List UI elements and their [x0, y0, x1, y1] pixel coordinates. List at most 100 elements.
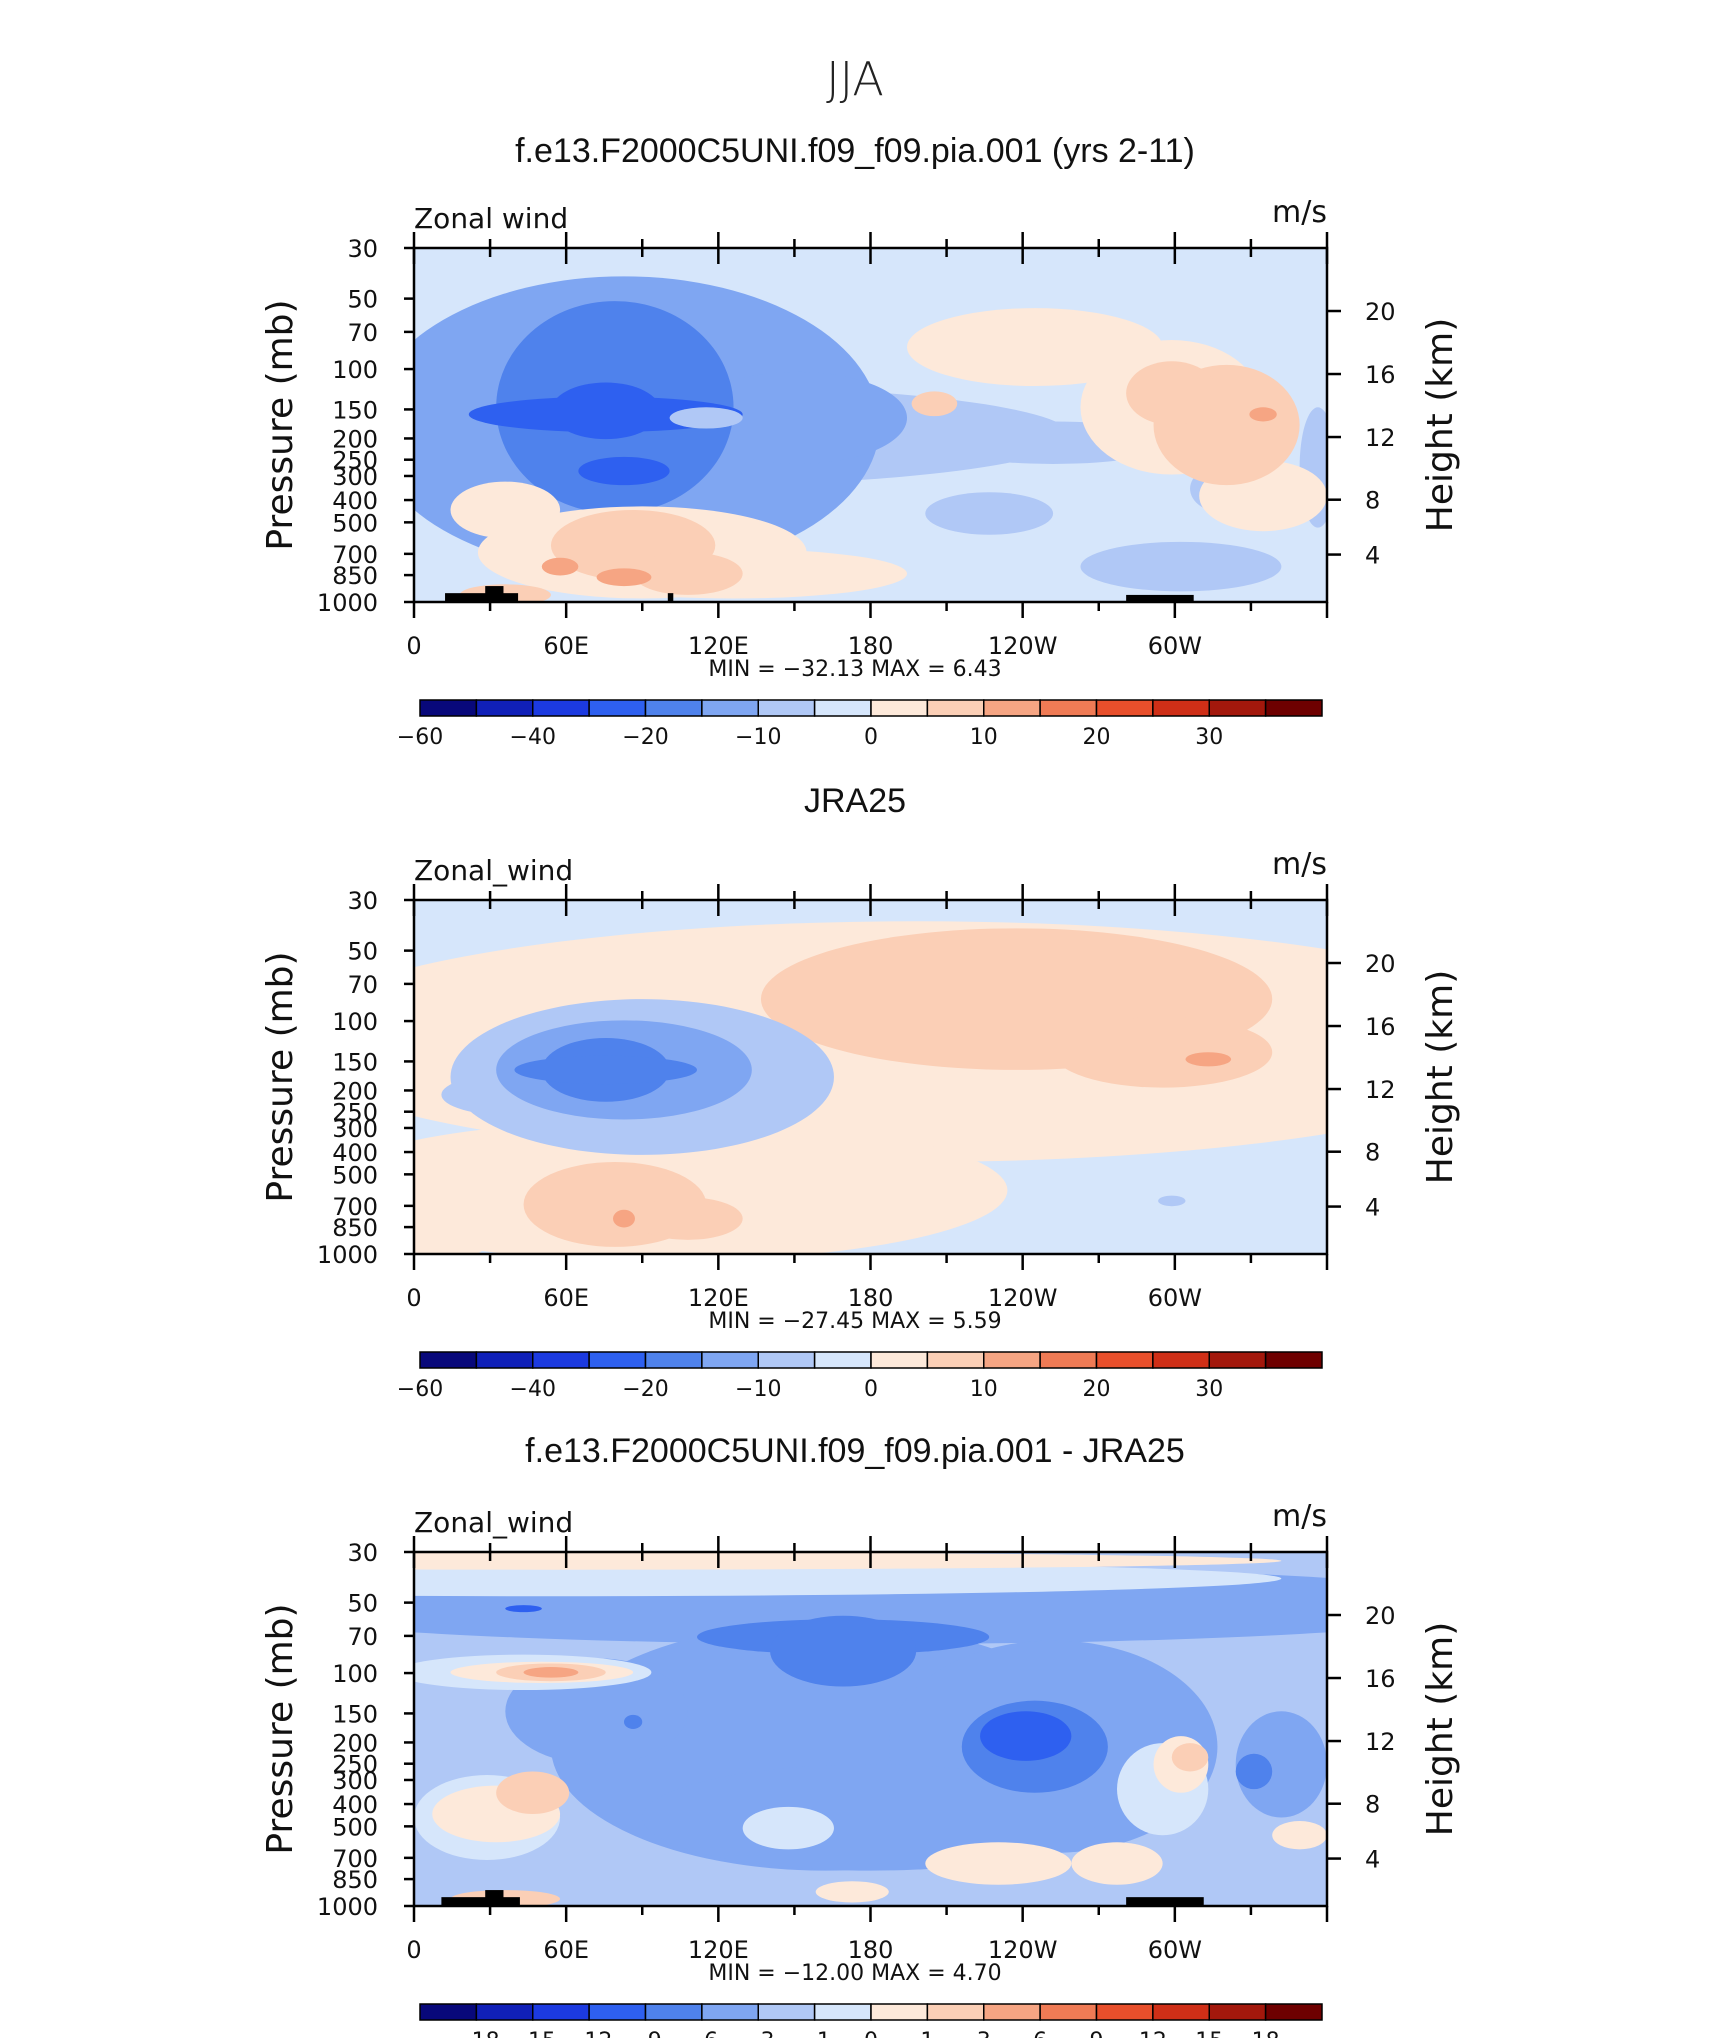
colorbar-swatch [983, 1351, 1041, 1369]
contour-region [633, 1197, 743, 1240]
colorbar-label: −60 [397, 1377, 443, 1402]
y-tick-label: 50 [347, 938, 378, 966]
y-axis-title: Pressure (mb) [260, 1603, 301, 1854]
colorbar-swatch [1264, 1351, 1323, 1369]
y2-axis-title: Height (km) [1420, 970, 1461, 1184]
x-tick-label: 0 [406, 632, 421, 660]
contour-region [633, 552, 743, 595]
contour-region [1185, 1052, 1232, 1067]
y-tick-label: 200 [332, 1729, 378, 1757]
y2-tick-label: 8 [1365, 1791, 1380, 1819]
colorbar-swatch [757, 1351, 816, 1369]
colorbar-swatch [588, 699, 647, 717]
colorbar-swatch [1264, 699, 1323, 717]
colorbar-swatch [1208, 1351, 1267, 1369]
y-tick-label: 850 [332, 1866, 378, 1894]
contour-region [1235, 1711, 1327, 1818]
y-axis-title: Pressure (mb) [260, 299, 301, 550]
colorbar-swatch [757, 699, 816, 717]
contour-region [815, 1881, 889, 1903]
colorbar-swatch [1208, 2003, 1267, 2021]
colorbar-label: 30 [1195, 725, 1223, 750]
colorbar-swatch [1039, 1351, 1098, 1369]
x-tick-label: 0 [406, 1284, 421, 1312]
colorbar-label: 15 [1195, 2029, 1223, 2038]
y-tick-label: 850 [332, 562, 378, 590]
y-tick-label: 1000 [317, 589, 378, 617]
colorbar-swatch [475, 699, 534, 717]
colorbar-label: −60 [397, 725, 443, 750]
y-tick-label: 50 [347, 1590, 378, 1618]
panel-title: f.e13.F2000C5UNI.f09_f09.pia.001 - JRA25 [525, 1432, 1185, 1470]
colorbar-swatch [1152, 2003, 1210, 2021]
colorbar-label: −20 [622, 1377, 668, 1402]
y-tick-label: 100 [332, 356, 378, 384]
colorbar-swatch [1095, 2003, 1154, 2021]
panels: f.e13.F2000C5UNI.f09_f09.pia.001 (yrs 2-… [260, 132, 1461, 2038]
colorbar-swatch [1095, 699, 1154, 717]
x-tick-label: 60E [543, 1936, 589, 1964]
colorbar-label: −18 [453, 2029, 499, 2038]
contour-region [414, 1552, 1282, 1570]
y-tick-label: 300 [332, 1767, 378, 1795]
y-tick-label: 30 [347, 887, 378, 915]
contour-region [414, 1140, 515, 1254]
contour-region [907, 308, 1163, 387]
contour-region [468, 396, 743, 433]
colorbar-swatch [644, 699, 703, 717]
y2-tick-label: 4 [1365, 542, 1380, 570]
y-tick-label: 50 [347, 286, 378, 314]
y-tick-label: 200 [332, 425, 378, 453]
colorbar-swatch [813, 699, 872, 717]
contour-region [514, 1055, 698, 1085]
colorbar-swatch [532, 2003, 590, 2021]
contour-region [742, 1806, 834, 1850]
colorbar-swatch [1039, 699, 1098, 717]
contour-region [1235, 1753, 1273, 1790]
colorbar-swatch [813, 1351, 872, 1369]
colorbar-swatch [926, 1351, 985, 1369]
y-tick-label: 300 [332, 1115, 378, 1143]
colorbar-swatch [532, 1351, 590, 1369]
min-max-stats: MIN = −32.13 MAX = 6.43 [708, 657, 1001, 682]
colorbar-label: −20 [622, 725, 668, 750]
panel-title: JRA25 [804, 782, 906, 820]
colorbar-swatch [475, 1351, 534, 1369]
colorbar-label: 30 [1195, 1377, 1223, 1402]
y2-tick-label: 12 [1365, 1728, 1396, 1756]
y2-tick-label: 12 [1365, 1076, 1396, 1104]
contour-region [414, 1560, 1282, 1597]
panel-obs: JRA25 Zonal_wind m/s 0 60E 120E 180 120W 60W 30 50… [260, 782, 1461, 1402]
topography [485, 1890, 504, 1906]
min-max-stats: MIN = −12.00 MAX = 4.70 [708, 1961, 1001, 1986]
contour-field [414, 900, 1327, 1254]
colorbar-swatch [983, 699, 1041, 717]
y-tick-label: 100 [332, 1660, 378, 1688]
colorbar-label: −10 [735, 725, 781, 750]
colorbar-swatch [870, 1351, 929, 1369]
y-tick-label: 70 [347, 1623, 378, 1651]
contour-region [1158, 1195, 1186, 1207]
contour-region [1171, 1743, 1209, 1772]
contour-region [623, 1714, 643, 1730]
colorbar-swatch [813, 2003, 872, 2021]
y-tick-label: 1000 [317, 1893, 378, 1921]
y-tick-label: 850 [332, 1214, 378, 1242]
y-tick-label: 700 [332, 1193, 378, 1221]
panel-diff: f.e13.F2000C5UNI.f09_f09.pia.001 - JRA25… [260, 1432, 1461, 2038]
main-title: JJA [826, 52, 884, 106]
contour-region [1126, 361, 1218, 426]
contour-region [1272, 1821, 1327, 1850]
y-tick-label: 500 [332, 1161, 378, 1189]
y2-tick-label: 12 [1365, 424, 1396, 452]
colorbar-swatch [419, 2003, 478, 2021]
colorbar-swatch [644, 1351, 703, 1369]
x-tick-label: 60W [1148, 632, 1202, 660]
colorbar-swatch [532, 699, 590, 717]
y-tick-label: 150 [332, 396, 378, 424]
contour-region [1249, 407, 1277, 422]
colorbar-label: 0 [864, 2029, 878, 2038]
y-tick-label: 70 [347, 971, 378, 999]
y-tick-label: 30 [347, 1539, 378, 1567]
topography [441, 1897, 520, 1906]
